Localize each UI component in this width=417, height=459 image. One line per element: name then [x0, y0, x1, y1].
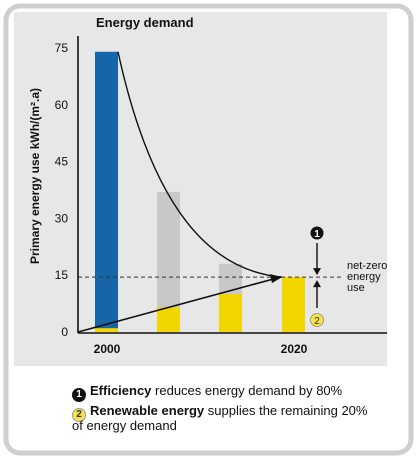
- y-tick-label: 45: [55, 155, 69, 169]
- chart-title: Energy demand: [96, 15, 194, 30]
- net-zero-label-line: net-zero: [347, 260, 387, 272]
- legend-item-renewable-continued: of energy demand: [72, 418, 177, 433]
- legend-renewable-text-continued: of energy demand: [72, 418, 177, 433]
- bar: [95, 51, 118, 332]
- legend-efficiency-label: Efficiency: [90, 383, 152, 398]
- net-zero-label-line: use: [347, 282, 365, 294]
- legend-item-renewable: 2 Renewable energy supplies the remaining…: [72, 403, 367, 422]
- legend-renewable-label: Renewable energy: [90, 403, 205, 418]
- efficiency-marker-number: 1: [314, 229, 320, 240]
- net-zero-label-line: energy: [347, 271, 381, 283]
- y-tick-label: 15: [55, 268, 69, 282]
- efficiency-curve: [117, 51, 283, 278]
- bar: [282, 277, 305, 332]
- y-tick-label: 0: [61, 325, 68, 339]
- renewable-growth-line: [77, 278, 274, 333]
- renewable-marker-number: 2: [314, 316, 320, 327]
- y-axis-label: Primary energy use kWh/(m².a): [28, 88, 42, 264]
- efficiency-marker-icon: 1: [72, 388, 86, 402]
- legend-efficiency-text: reduces energy demand by 80%: [151, 383, 343, 398]
- renewable-marker-icon: 2: [72, 408, 86, 422]
- bar-renewable-segment: [157, 307, 180, 332]
- x-tick-label: 2020: [281, 342, 308, 356]
- legend-renewable-text: supplies the remaining 20%: [204, 403, 368, 418]
- bar-renewable-segment: [219, 294, 242, 332]
- y-tick-label: 30: [55, 211, 69, 225]
- renewable-growth-arrowhead: [270, 274, 282, 284]
- bar: [157, 191, 180, 332]
- efficiency-marker-icon: [310, 226, 324, 240]
- legend-item-efficiency: 1 Efficiency reduces energy demand by 80%: [72, 383, 342, 402]
- bar-renewable-segment: [95, 328, 118, 332]
- efficiency-arrow-head: [313, 268, 321, 276]
- y-tick-label: 75: [55, 41, 69, 55]
- x-tick-label: 2000: [94, 342, 121, 356]
- plot-area-background: [14, 12, 387, 366]
- y-tick-label: 60: [55, 98, 69, 112]
- renewable-arrow-head: [313, 280, 321, 288]
- renewable-marker-icon: [310, 313, 324, 327]
